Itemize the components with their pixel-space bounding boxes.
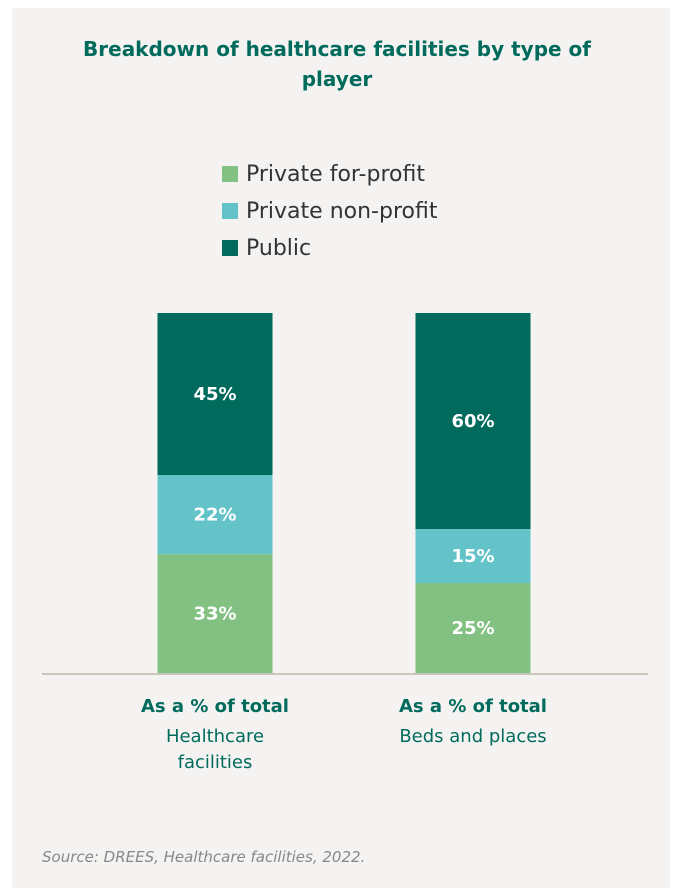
category-header: As a % of total xyxy=(399,696,547,717)
value-label: 22% xyxy=(193,505,236,526)
legend-label: Public xyxy=(246,236,311,261)
legend-label: Private for-profit xyxy=(246,162,425,187)
category-name: Healthcare facilities xyxy=(165,726,265,773)
value-label: 60% xyxy=(451,411,494,432)
bar-segment xyxy=(157,313,273,475)
legend-swatch xyxy=(222,166,238,182)
value-label: 25% xyxy=(451,618,494,639)
value-label: 45% xyxy=(193,384,236,405)
bar-segment xyxy=(415,313,531,529)
category-label: As a % of total Healthcare facilities xyxy=(115,694,315,776)
legend-label: Private non-profit xyxy=(246,199,438,224)
bar-segment xyxy=(415,529,531,583)
value-label: 15% xyxy=(451,546,494,567)
category-header: As a % of total xyxy=(141,696,289,717)
category-name: Beds and places xyxy=(399,726,547,747)
category-label: As a % of total Beds and places xyxy=(373,694,573,750)
legend-swatch xyxy=(222,203,238,219)
bar-segment xyxy=(415,583,531,673)
bar-segment xyxy=(157,475,273,555)
value-label: 33% xyxy=(193,604,236,625)
panel xyxy=(12,8,670,888)
source-note: Source: DREES, Healthcare facilities, 20… xyxy=(42,848,366,866)
bar-segment xyxy=(157,554,273,673)
legend-swatch xyxy=(222,240,238,256)
chart-title: Breakdown of healthcare facilities by ty… xyxy=(83,37,591,91)
